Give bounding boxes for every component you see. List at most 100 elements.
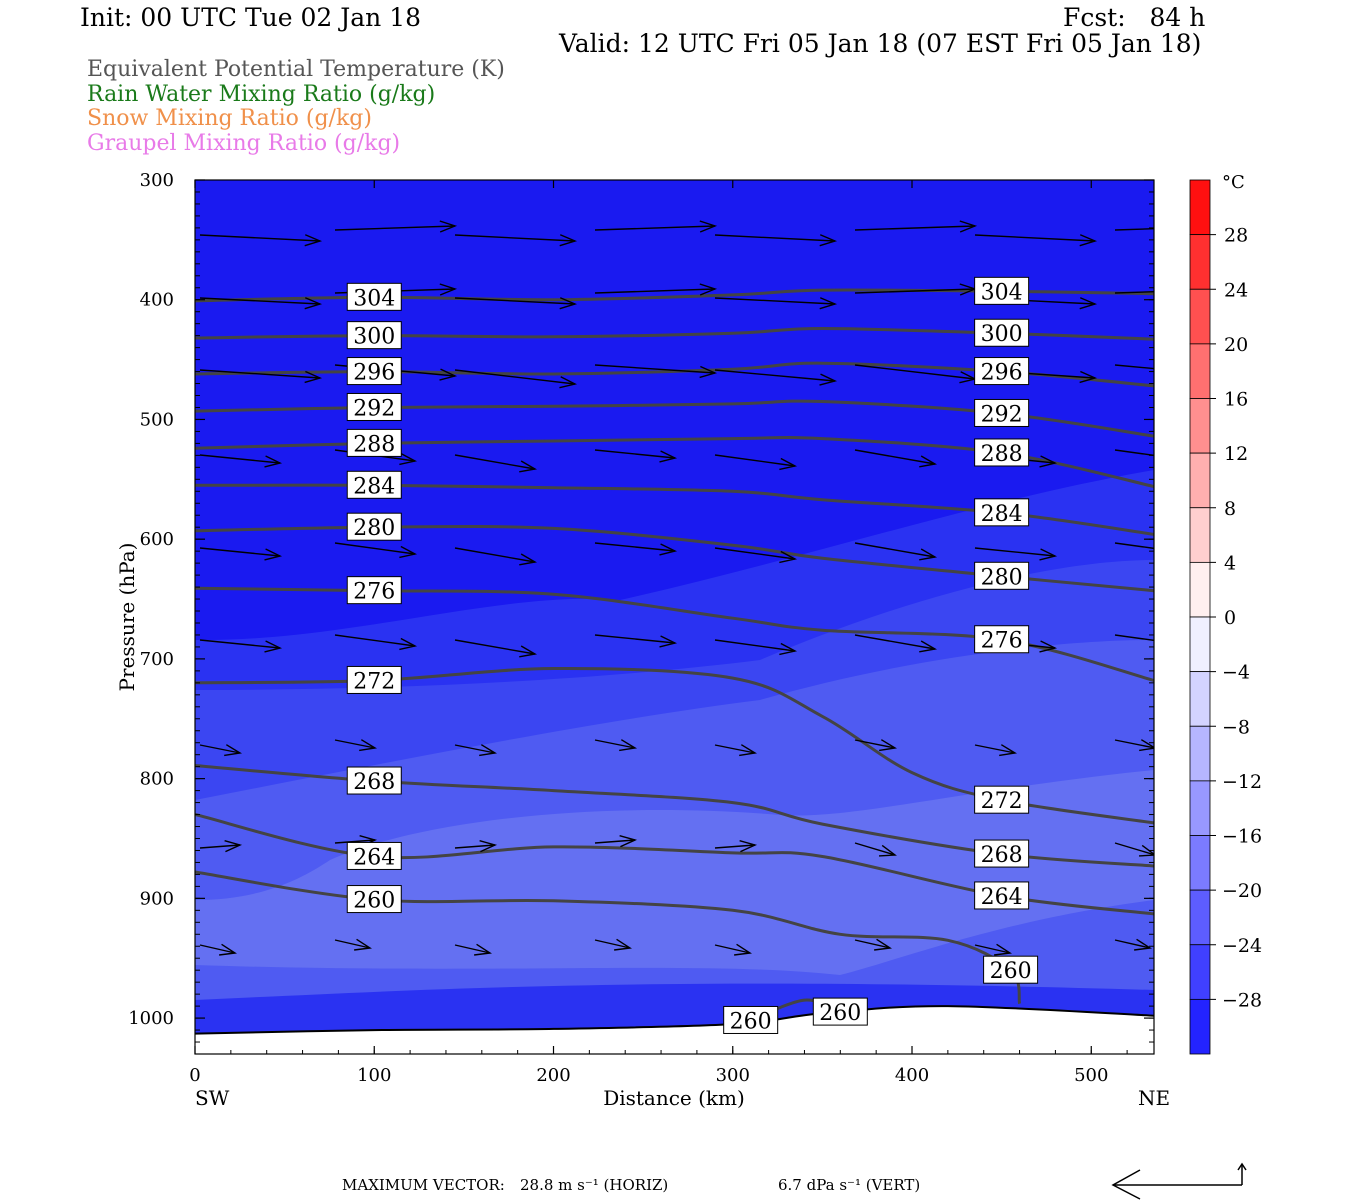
contour-label-box bbox=[346, 428, 402, 457]
colorbar-tick-label: 0 bbox=[1224, 607, 1236, 629]
wind-vector-head bbox=[699, 220, 718, 233]
contour-label-260: 260 bbox=[730, 1009, 772, 1034]
wind-vector bbox=[334, 839, 376, 844]
y-tick-label: 400 bbox=[140, 290, 174, 311]
contour-label: 304 bbox=[974, 276, 1030, 305]
colorbar-tick-label: −28 bbox=[1222, 989, 1262, 1011]
wind-vector bbox=[199, 234, 321, 242]
wind-vector-head bbox=[519, 460, 538, 473]
contour-label-300: 300 bbox=[981, 322, 1023, 347]
colorbar-band bbox=[1189, 234, 1211, 290]
wind-vector bbox=[454, 369, 576, 385]
wind-vector bbox=[594, 634, 676, 644]
contour-label: 272 bbox=[346, 665, 402, 694]
wind-vector bbox=[594, 288, 716, 294]
wind-vector bbox=[454, 744, 496, 754]
wind-vector bbox=[714, 639, 796, 652]
wind-vector-head bbox=[819, 297, 838, 310]
max-horiz-vector: 28.8 m s⁻¹ (HORIZ) bbox=[520, 1176, 669, 1194]
wind-vector-head bbox=[264, 455, 283, 468]
contour-label: 260 bbox=[983, 955, 1039, 984]
contour-label: 260 bbox=[723, 1005, 779, 1034]
contour-label-box bbox=[346, 841, 402, 870]
colorbar-band bbox=[1189, 998, 1211, 1055]
wind-vector-head bbox=[1134, 938, 1152, 951]
wind-vector-head bbox=[1079, 234, 1098, 247]
wind-vector bbox=[454, 639, 536, 655]
wind-vector-head bbox=[219, 943, 237, 956]
wind-vector bbox=[854, 739, 896, 749]
colorbar-band bbox=[1189, 507, 1211, 563]
contour-label: 288 bbox=[346, 428, 402, 457]
wind-vector-head bbox=[1220, 369, 1235, 380]
wind-vector bbox=[594, 449, 676, 459]
contour-label-box bbox=[974, 498, 1030, 527]
colorbar-tick-label: 12 bbox=[1224, 443, 1248, 465]
colorbar-band bbox=[1189, 616, 1211, 673]
wind-vector bbox=[854, 364, 976, 380]
contour-label-264: 264 bbox=[353, 845, 395, 870]
wind-vector bbox=[854, 842, 896, 856]
contour-label-box bbox=[974, 561, 1030, 590]
contour-label-box bbox=[346, 392, 402, 421]
contour-label-box bbox=[346, 282, 402, 311]
wind-vector bbox=[334, 634, 416, 647]
colorbar-tick-label: −8 bbox=[1222, 716, 1250, 738]
wind-vector-head bbox=[264, 548, 283, 561]
wind-vector bbox=[454, 297, 576, 305]
wind-vector bbox=[974, 744, 1016, 754]
temperature-fill bbox=[195, 180, 1154, 1054]
wind-vector bbox=[854, 634, 936, 650]
contour-label-box bbox=[346, 470, 402, 499]
wind-vector-head bbox=[224, 744, 243, 757]
wind-vector bbox=[1114, 739, 1154, 749]
max-vert-vector: 6.7 dPa s⁻¹ (VERT) bbox=[778, 1176, 921, 1194]
y-axis-title: Pressure (hPa) bbox=[115, 543, 139, 692]
wind-vector bbox=[714, 234, 836, 242]
contour-label-box bbox=[974, 276, 1030, 305]
contour-label-box bbox=[974, 839, 1030, 868]
contour-label: 292 bbox=[974, 398, 1030, 427]
colorbar-tick-label: −24 bbox=[1222, 935, 1262, 957]
wind-vector-head bbox=[1039, 640, 1058, 653]
contour-label: 292 bbox=[346, 392, 402, 421]
wind-vector-head bbox=[659, 543, 678, 556]
contour-label-box bbox=[974, 881, 1030, 910]
colorbar-band bbox=[1189, 398, 1211, 454]
wind-vector-head bbox=[878, 844, 897, 857]
contour-label-296: 296 bbox=[981, 361, 1023, 386]
contour-label-288: 288 bbox=[353, 432, 395, 457]
wind-vector bbox=[714, 454, 796, 467]
y-tick-label: 1000 bbox=[128, 1008, 174, 1029]
colorbar-band bbox=[1189, 179, 1211, 236]
wind-vector bbox=[199, 944, 236, 954]
forecast-hour: Fcst: 84 h bbox=[1063, 3, 1206, 32]
wind-vector bbox=[854, 449, 936, 465]
y-tick-label: 300 bbox=[140, 170, 174, 191]
colorbar-band bbox=[1189, 561, 1211, 618]
wind-vector bbox=[1114, 449, 1154, 457]
contour-label-288: 288 bbox=[981, 442, 1023, 467]
contour-label-272: 272 bbox=[981, 789, 1023, 814]
colorbar-band bbox=[1189, 452, 1211, 509]
contour-label-box bbox=[346, 885, 402, 914]
contour-label-box bbox=[983, 955, 1039, 984]
colorbar: 28 24 20 16 12 8 4 0 −4 −8 −12 −16 −20 −24 −28 bbox=[1189, 179, 1262, 1055]
contour-label-296: 296 bbox=[353, 361, 395, 386]
y-tick-label: 800 bbox=[140, 769, 174, 790]
wind-vector-head bbox=[619, 739, 638, 752]
x-tick-label: 400 bbox=[895, 1065, 929, 1086]
wind-vector-head bbox=[479, 744, 498, 757]
wind-vector-head bbox=[779, 457, 798, 471]
colorbar-tick-label: 16 bbox=[1224, 389, 1248, 411]
band-5 bbox=[195, 770, 1154, 975]
colorbar-unit: °C bbox=[1222, 172, 1245, 193]
contour-label-box bbox=[974, 318, 1030, 347]
wind-vector-head bbox=[994, 943, 1012, 956]
wind-vector-head bbox=[614, 938, 632, 951]
contour-label: 276 bbox=[346, 576, 402, 605]
contour-label-box bbox=[974, 785, 1030, 814]
contour-label-272: 272 bbox=[353, 669, 395, 694]
contour-label: 260 bbox=[346, 885, 402, 914]
wind-vector-head bbox=[734, 943, 752, 956]
